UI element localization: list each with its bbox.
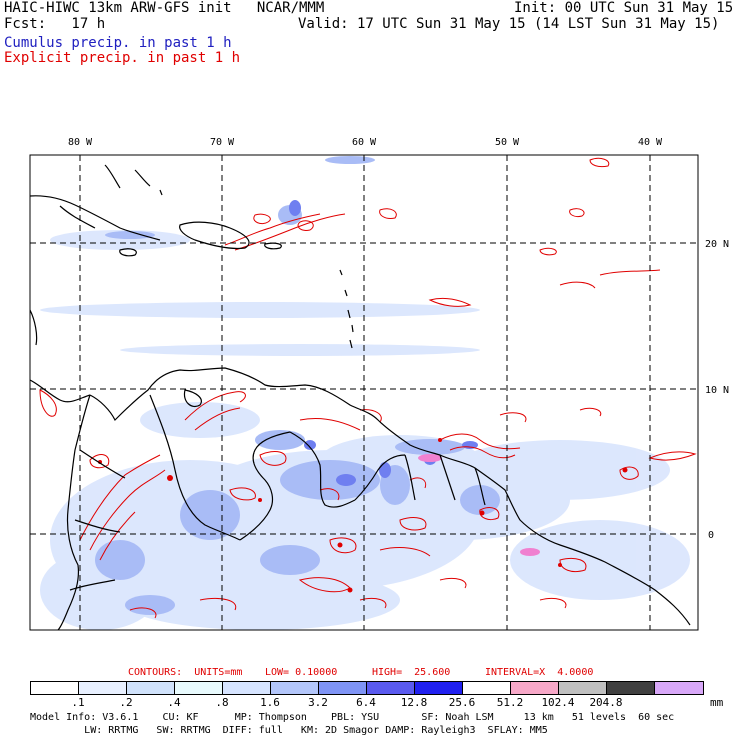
colorbar-segment <box>415 682 463 694</box>
colorbar-segment <box>223 682 271 694</box>
header-forecast-hour: Fcst: 17 h <box>4 16 106 32</box>
colorbar-level-label: 102.4 <box>541 696 575 709</box>
colorbar-segment <box>559 682 607 694</box>
precip-field <box>30 155 698 630</box>
coastlines <box>30 164 691 630</box>
colorbar-level-label: 6.4 <box>356 696 376 709</box>
lon-label-40w: 40 W <box>638 137 663 148</box>
lon-label-60w: 60 W <box>352 137 377 148</box>
lon-label-70w: 70 W <box>210 137 235 148</box>
colorbar-level-label: 204.8 <box>589 696 623 709</box>
colorbar-level-label: .4 <box>167 696 181 709</box>
map-frame <box>29 154 699 631</box>
colorbar-level-label: 12.8 <box>400 696 428 709</box>
colorbar-segment <box>367 682 415 694</box>
colorbar-segment <box>79 682 127 694</box>
header-init-time: Init: 00 UTC Sun 31 May 15 <box>514 0 734 16</box>
colorbar-level-label: .8 <box>215 696 229 709</box>
model-info-line2: LW: RRTMG SW: RRTMG DIFF: full KM: 2D Sm… <box>30 725 548 736</box>
colorbar-level-label: 51.2 <box>496 696 524 709</box>
lat-label-10n: 10 N <box>705 385 729 396</box>
lon-label-80w: 80 W <box>68 137 93 148</box>
colorbar-segment <box>175 682 223 694</box>
lon-label-50w: 50 W <box>495 137 520 148</box>
contours-high: HIGH= 25.600 <box>372 667 451 678</box>
colorbar-labels: .1 .2 .4 .8 1.6 3.2 6.4 12.8 25.6 51.2 102.4 204.8 <box>0 695 740 709</box>
colorbar-level-label: .2 <box>119 696 133 709</box>
explicit-heavy-cores <box>98 438 628 593</box>
explicit-shading-pink <box>418 454 540 556</box>
colorbar-segment <box>31 682 79 694</box>
colorbar-unit: mm <box>710 696 724 709</box>
colorbar-segment <box>655 682 703 694</box>
colorbar-level-label: 1.6 <box>260 696 280 709</box>
colorbar-segment <box>607 682 655 694</box>
colorbar-segment <box>127 682 175 694</box>
colorbar-segment <box>319 682 367 694</box>
legend-cumulus-precip: Cumulus precip. in past 1 h <box>4 35 232 51</box>
contours-low: LOW= 0.10000 <box>265 667 338 678</box>
legend-explicit-precip: Explicit precip. in past 1 h <box>4 50 241 66</box>
model-info-line1: Model Info: V3.6.1 CU: KF MP: Thompson P… <box>30 712 675 723</box>
lat-label-20n: 20 N <box>705 239 729 250</box>
colorbar-level-label: 3.2 <box>308 696 328 709</box>
precip-colorbar <box>30 681 704 695</box>
graticule <box>30 155 698 630</box>
header-valid-time: Valid: 17 UTC Sun 31 May 15 (14 LST Sun … <box>298 16 720 32</box>
colorbar-level-label: .1 <box>71 696 85 709</box>
lat-label-0: 0 <box>708 530 714 541</box>
header-title: HAIC-HIWC 13km ARW-GFS init NCAR/MMM <box>4 0 325 16</box>
colorbar-segment <box>271 682 319 694</box>
colorbar-level-label: 25.6 <box>448 696 476 709</box>
colorbar-segment <box>511 682 559 694</box>
colorbar-segment <box>463 682 511 694</box>
contours-interval: INTERVAL=X 4.0000 <box>485 667 594 678</box>
contours-units: CONTOURS: UNITS=mm <box>128 667 243 678</box>
